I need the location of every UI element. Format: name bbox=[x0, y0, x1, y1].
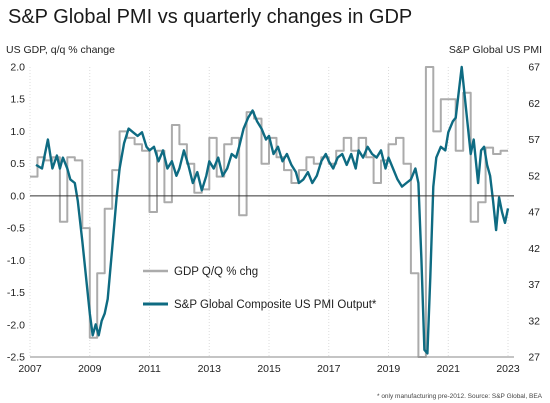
right-tick-label: 37 bbox=[528, 279, 540, 291]
x-tick-label: 2007 bbox=[18, 363, 42, 375]
left-tick-label: -2.0 bbox=[7, 319, 25, 331]
x-tick-label: 2023 bbox=[496, 363, 520, 375]
x-tick-label: 2011 bbox=[138, 363, 161, 375]
right-tick-label: 42 bbox=[528, 243, 540, 255]
left-tick-label: 1.0 bbox=[10, 126, 25, 138]
left-tick-label: 0.0 bbox=[10, 190, 25, 202]
right-tick-label: 57 bbox=[528, 134, 540, 146]
chart-title: S&P Global PMI vs quarterly changes in G… bbox=[8, 6, 413, 28]
right-axis-label: S&P Global US PMI bbox=[448, 44, 542, 56]
x-tick-label: 2019 bbox=[377, 363, 401, 375]
left-axis-label: US GDP, q/q % change bbox=[6, 44, 115, 56]
left-tick-label: 2.0 bbox=[10, 62, 25, 74]
pmi-series bbox=[35, 65, 510, 355]
left-tick-label: -1.5 bbox=[7, 287, 25, 299]
left-tick-label: 1.5 bbox=[10, 94, 25, 106]
gridlines bbox=[29, 67, 509, 357]
source-footnote: * only manufacturing pre-2012. Source: S… bbox=[376, 393, 542, 400]
right-tick-label: 47 bbox=[528, 207, 540, 219]
x-tick-label: 2015 bbox=[257, 363, 281, 375]
x-tick-label: 2013 bbox=[198, 363, 222, 375]
left-tick-label: -2.5 bbox=[7, 352, 25, 364]
axes: 2007 2009 2011 2013 2015 2017 2019 2021 2023 2.0 1… bbox=[7, 62, 540, 376]
x-tick-label: 2017 bbox=[317, 363, 341, 375]
x-tick-label: 2021 bbox=[437, 363, 461, 375]
right-tick-label: 62 bbox=[528, 98, 540, 110]
right-tick-label: 32 bbox=[528, 315, 540, 327]
left-tick-label: 0.5 bbox=[10, 158, 25, 170]
legend-gdp-label: GDP Q/Q % chg bbox=[174, 266, 258, 278]
right-tick-label: 27 bbox=[528, 352, 540, 364]
legend: GDP Q/Q % chg S&P Global Composite US PMI… bbox=[143, 266, 377, 311]
right-tick-label: 67 bbox=[528, 62, 540, 74]
x-tick-label: 2009 bbox=[78, 363, 102, 375]
left-tick-label: -1.0 bbox=[7, 255, 25, 267]
pmi-line bbox=[35, 65, 510, 355]
left-tick-label: -0.5 bbox=[7, 223, 25, 235]
right-tick-label: 52 bbox=[528, 170, 540, 182]
legend-pmi-label: S&P Global Composite US PMI Output* bbox=[174, 299, 377, 311]
